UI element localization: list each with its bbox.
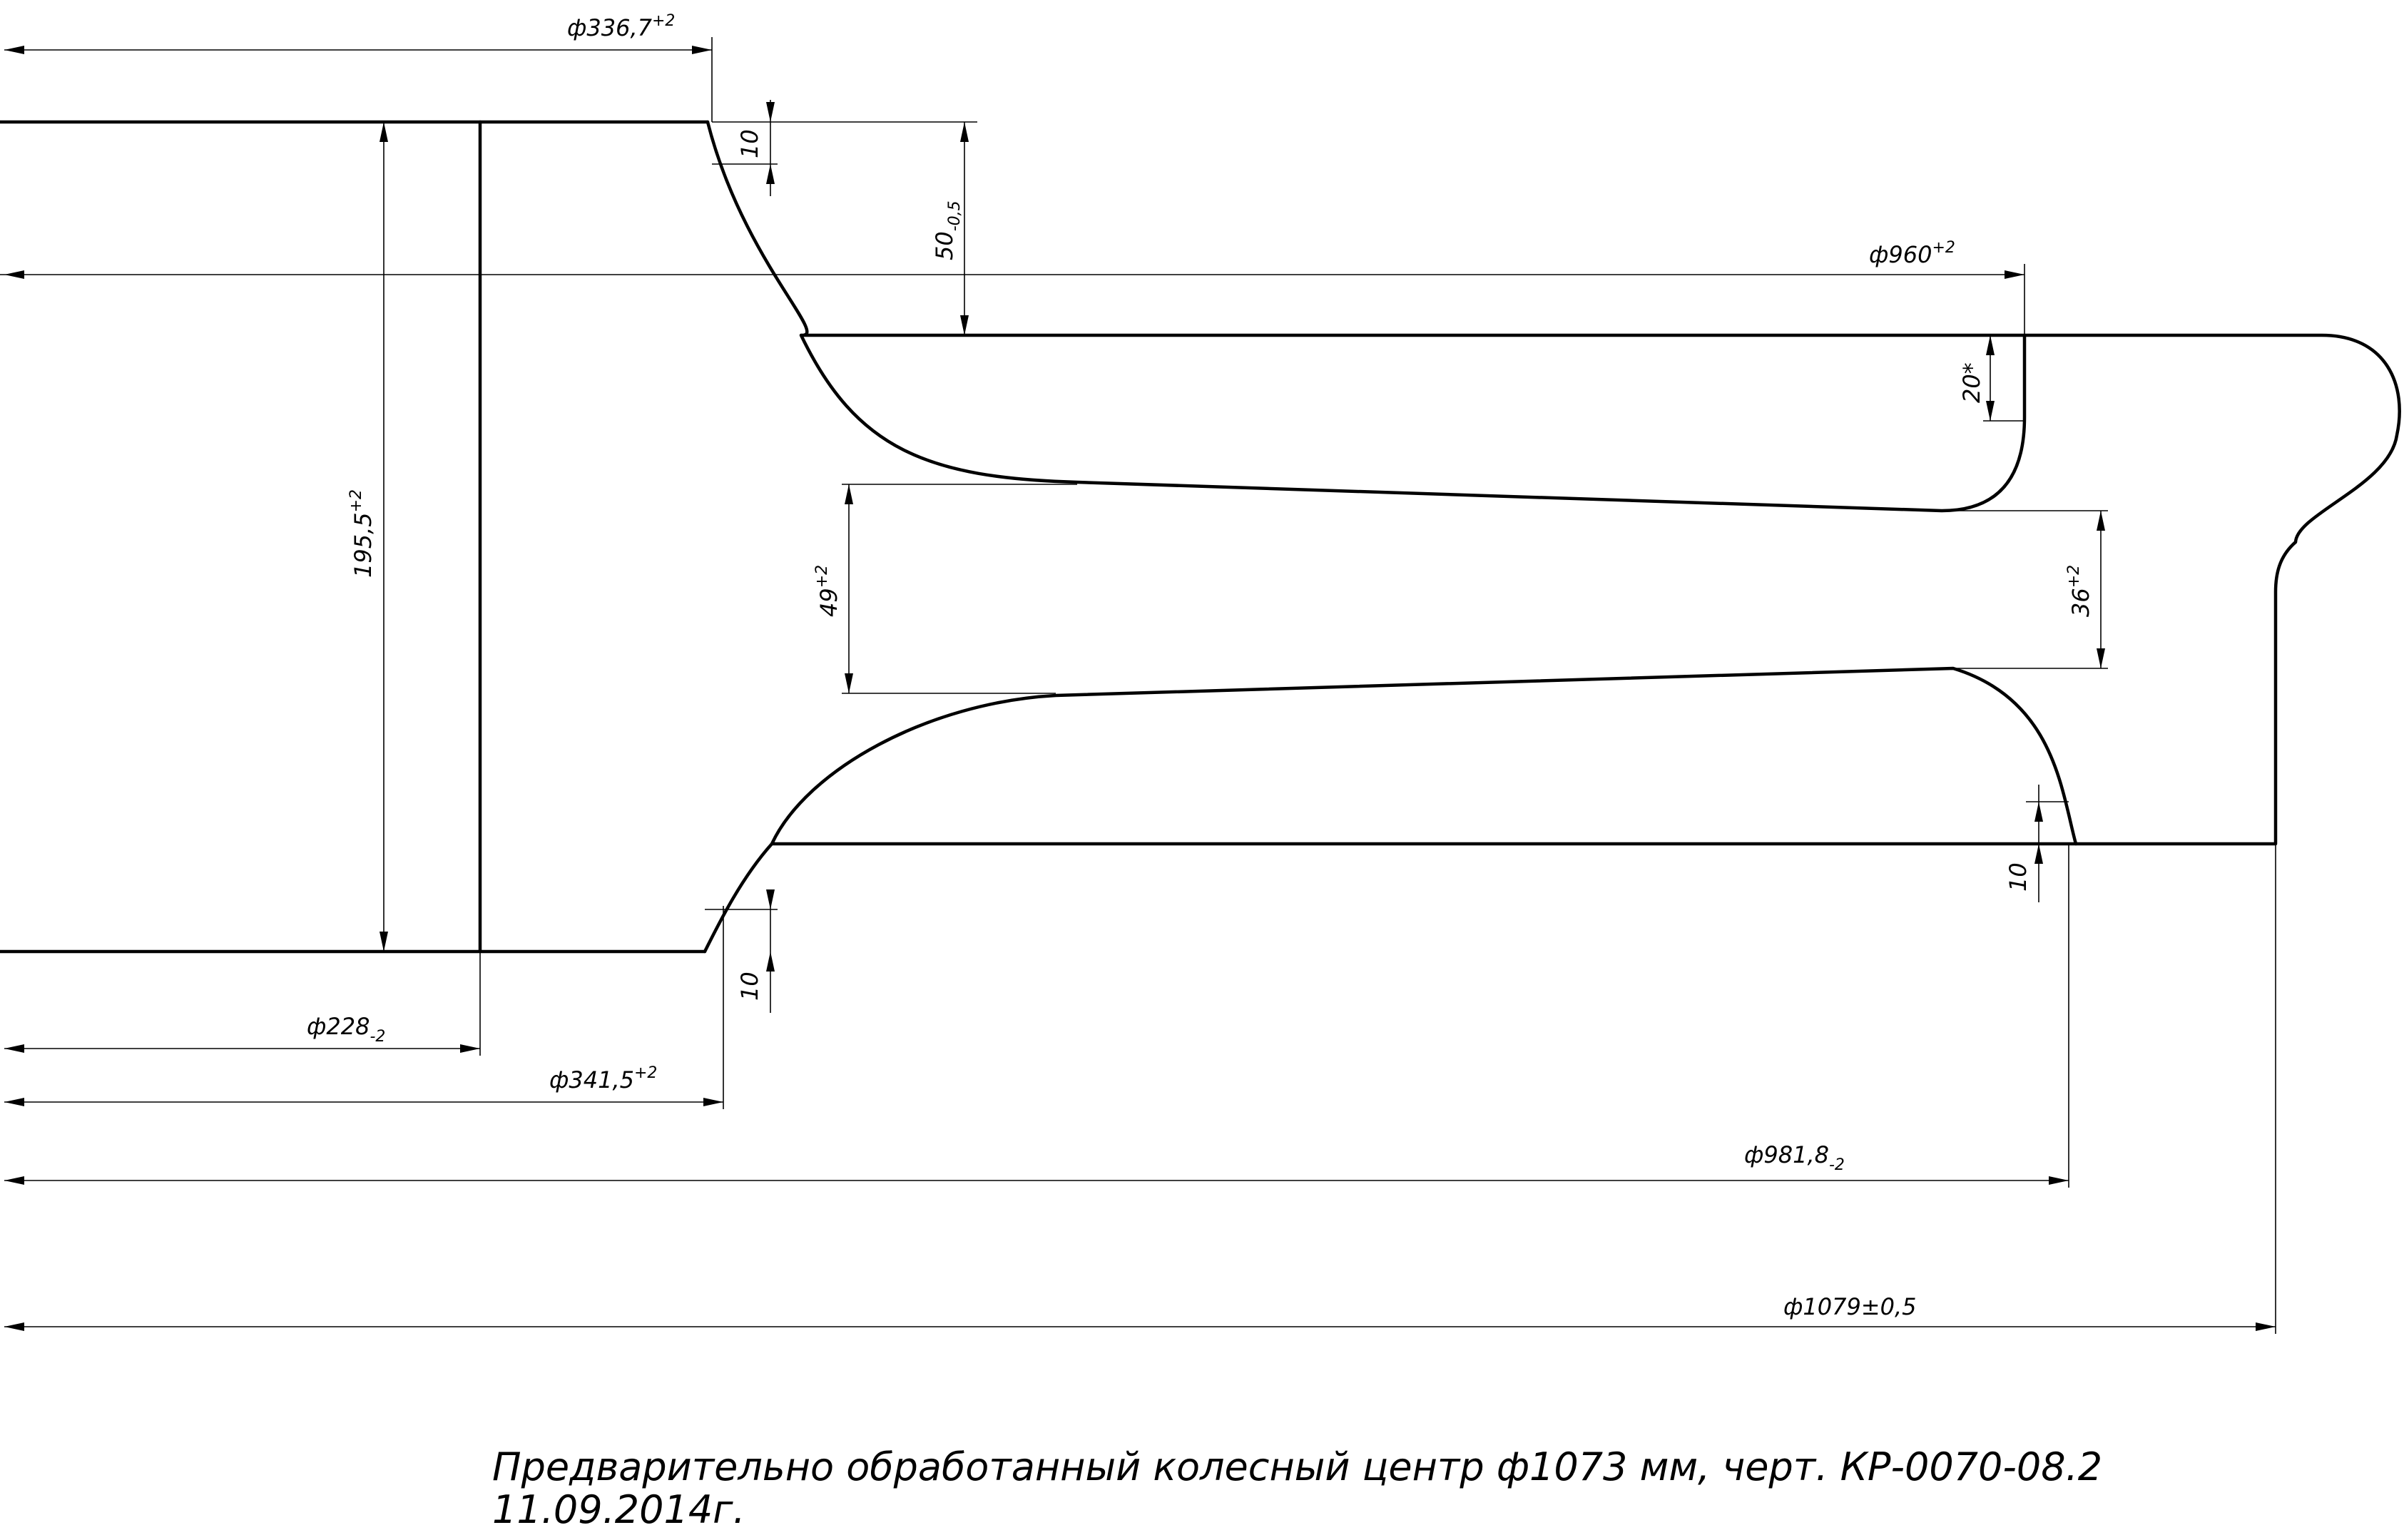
arrow-10-top-b [766, 164, 775, 184]
drawing-caption: Предварительно обработанный колесный цен… [492, 1444, 2102, 1532]
dim-label-20: 20* [1958, 362, 1985, 403]
dim-label-981: ф981,8-2 [1744, 1141, 1845, 1174]
arrow-10-right-b [2034, 844, 2043, 864]
dim-label-336: ф336,7+2 [567, 12, 675, 41]
arrow-960-left [4, 270, 24, 279]
arrow-36-top [2097, 511, 2105, 531]
arrow-336-left [4, 46, 24, 54]
caption-title: Предварительно обработанный колесный цен… [492, 1444, 2102, 1489]
dimension-labels: ф336,7+2 ф960+2 ф228-2 ф341,5+2 ф981,8-2… [307, 12, 2094, 1320]
arrow-20-bottom [1986, 401, 1995, 421]
arrow-49-bottom [845, 673, 853, 693]
arrow-195-bottom [380, 932, 388, 952]
web-upper-contour [706, 120, 2027, 513]
arrow-10-bot-a [766, 889, 775, 909]
dim-label-960: ф960+2 [1869, 239, 1955, 268]
arrow-10-top-a [766, 102, 775, 122]
dim-label-341: ф341,5+2 [549, 1064, 657, 1093]
arrow-50-bottom [960, 315, 969, 335]
dim-label-228: ф228-2 [307, 1013, 385, 1046]
dim-label-195: 195,5+2 [347, 489, 377, 578]
arrow-36-bottom [2097, 648, 2105, 668]
dim-label-1079: ф1079±0,5 [1783, 1293, 1917, 1320]
arrow-341-right [703, 1098, 723, 1106]
dim-label-10-top: 10 [736, 129, 763, 158]
arrow-1079-right [2256, 1322, 2276, 1331]
rim-flange-contour [2022, 333, 2401, 846]
dim-label-10-right: 10 [2005, 862, 2032, 892]
dimension-lines [0, 37, 2276, 1334]
wheel-center-profile [0, 120, 2401, 954]
arrow-1079-left [4, 1322, 24, 1331]
arrow-981-left [4, 1176, 24, 1185]
dim-label-49: 49+2 [813, 565, 842, 617]
arrow-228-left [4, 1044, 24, 1053]
arrow-50-top [960, 122, 969, 142]
arrow-20-top [1986, 335, 1995, 355]
dim-label-50: 50-0,5 [931, 200, 964, 260]
arrow-10-right-a [2034, 802, 2043, 822]
arrow-981-right [2049, 1176, 2069, 1185]
arrow-228-right [460, 1044, 480, 1053]
arrow-341-left [4, 1098, 24, 1106]
arrow-195-top [380, 122, 388, 142]
web-lower-contour [703, 666, 2078, 954]
arrow-336-right [692, 46, 712, 54]
arrow-960-right [2005, 270, 2024, 279]
dim-label-36: 36+2 [2065, 565, 2094, 617]
arrow-10-bot-b [766, 952, 775, 972]
caption-date: 11.09.2014г. [492, 1487, 745, 1532]
arrow-49-top [845, 484, 853, 504]
dim-label-10-bottom: 10 [736, 972, 763, 1001]
